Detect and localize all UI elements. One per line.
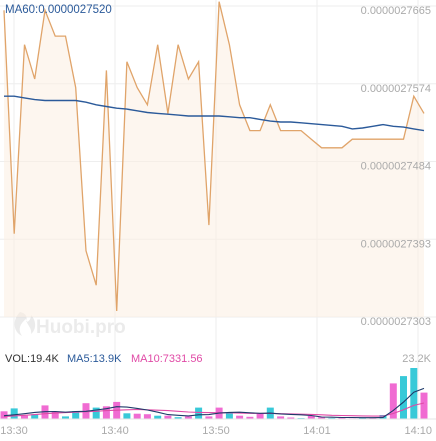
ma60-legend: MA60:0.0000027520: [5, 4, 112, 16]
volume-bar: [123, 413, 131, 419]
volume-bar: [174, 417, 182, 419]
volume-bar: [307, 415, 315, 419]
watermark-text: Huobi.pro: [36, 317, 126, 338]
volume-bar: [369, 417, 377, 419]
flame-logo-icon: [14, 312, 36, 336]
volume-bar: [236, 415, 244, 419]
vol-legend: VOL:19.4K: [5, 353, 59, 365]
y-tick-label: 0.0000027665: [361, 5, 431, 17]
volume-ma5-line: [3, 387, 425, 419]
volume-bar: [410, 368, 418, 419]
volume-bar: [31, 414, 39, 419]
volume-bar: [359, 417, 366, 419]
volume-ma10-line: [3, 402, 425, 417]
x-axis-ticks: 13:30 13:40 13:50 14:01 14:10: [0, 425, 432, 437]
volume-bar: [195, 407, 203, 419]
ma10-legend: MA10:7331.56: [131, 353, 203, 365]
y-tick-label: 0.0000027303: [361, 316, 431, 328]
volume-bar: [205, 416, 213, 419]
volume-bar: [318, 417, 326, 419]
volume-bar: [10, 408, 18, 419]
x-tick-label: 13:30: [0, 425, 28, 437]
x-tick-label: 14:01: [303, 425, 331, 437]
volume-bar: [62, 416, 69, 419]
watermark: Huobi.pro: [14, 312, 126, 338]
volume-bar: [420, 392, 428, 419]
volume-bar: [287, 417, 295, 419]
volume-scale-label: 23.2K: [402, 353, 431, 365]
volume-bar: [277, 416, 285, 419]
ma5-legend: MA5:13.9K: [67, 353, 122, 365]
volume-bar: [389, 383, 397, 419]
price-series: [3, 1, 425, 312]
volume-bar: [143, 414, 151, 419]
volume-bar: [256, 413, 264, 419]
volume-ma-lines: [3, 387, 425, 419]
x-tick-label: 13:50: [202, 425, 230, 437]
x-tick-label: 13:40: [101, 425, 129, 437]
volume-bar: [154, 415, 162, 419]
y-tick-label: 0.0000027484: [361, 161, 431, 173]
volume-bar: [246, 416, 254, 419]
volume-bar: [72, 411, 80, 419]
volume-bar: [51, 412, 59, 419]
price-line: [3, 1, 425, 312]
y-tick-label: 0.0000027393: [361, 238, 431, 250]
volume-bar: [92, 407, 100, 419]
volume-bar: [21, 415, 28, 419]
ma60-line: [4, 95, 425, 132]
volume-bar: [225, 412, 233, 419]
y-tick-label: 0.0000027574: [361, 83, 431, 95]
volume-bar: [102, 406, 110, 420]
volume-bar: [133, 413, 141, 419]
x-tick-label: 14:10: [404, 425, 432, 437]
y-axis-ticks: 0.0000027665 0.0000027574 0.0000027484 0.00…: [361, 5, 431, 328]
ma60-series: [4, 95, 425, 132]
price-area-fill: [4, 1, 424, 317]
volume-bar: [184, 416, 192, 419]
volume-bar: [164, 415, 172, 419]
volume-bar: [338, 417, 346, 419]
volume-bar: [400, 376, 407, 419]
